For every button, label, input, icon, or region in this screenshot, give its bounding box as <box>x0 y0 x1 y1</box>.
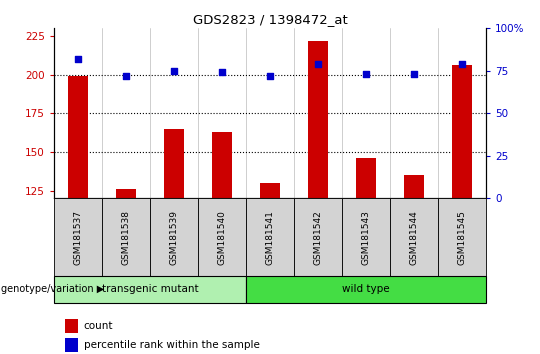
Bar <box>246 198 294 276</box>
Point <box>458 61 467 67</box>
Bar <box>117 189 136 198</box>
Text: percentile rank within the sample: percentile rank within the sample <box>84 340 260 350</box>
Bar <box>164 129 184 198</box>
Point <box>170 68 178 74</box>
Bar <box>150 198 198 276</box>
Point <box>218 70 226 75</box>
Bar <box>390 198 438 276</box>
Text: GSM181540: GSM181540 <box>218 210 226 265</box>
Bar <box>54 198 102 276</box>
Bar <box>404 175 423 198</box>
Bar <box>102 198 150 276</box>
Bar <box>356 158 376 198</box>
Bar <box>212 132 232 198</box>
Text: wild type: wild type <box>342 284 390 295</box>
Bar <box>198 198 246 276</box>
Bar <box>54 276 246 303</box>
Point <box>314 61 322 67</box>
Text: GSM181544: GSM181544 <box>409 210 418 264</box>
Point <box>122 73 130 79</box>
Bar <box>453 65 471 198</box>
Bar <box>308 41 328 198</box>
Bar <box>69 76 87 198</box>
Bar <box>438 198 486 276</box>
Bar <box>342 198 390 276</box>
Bar <box>294 198 342 276</box>
Point <box>266 73 274 79</box>
Text: GSM181538: GSM181538 <box>122 210 131 265</box>
Text: GSM181545: GSM181545 <box>457 210 467 265</box>
Point <box>410 72 418 77</box>
Text: GSM181541: GSM181541 <box>266 210 274 265</box>
Point <box>73 56 82 62</box>
Text: count: count <box>84 321 113 331</box>
Text: GSM181539: GSM181539 <box>170 210 179 265</box>
Text: GSM181543: GSM181543 <box>361 210 370 265</box>
Text: GSM181537: GSM181537 <box>73 210 83 265</box>
Text: GSM181542: GSM181542 <box>314 210 322 264</box>
Title: GDS2823 / 1398472_at: GDS2823 / 1398472_at <box>193 13 347 26</box>
Text: genotype/variation ▶: genotype/variation ▶ <box>1 284 104 295</box>
Bar <box>260 183 280 198</box>
Text: transgenic mutant: transgenic mutant <box>102 284 198 295</box>
Bar <box>246 276 486 303</box>
Point <box>362 72 370 77</box>
